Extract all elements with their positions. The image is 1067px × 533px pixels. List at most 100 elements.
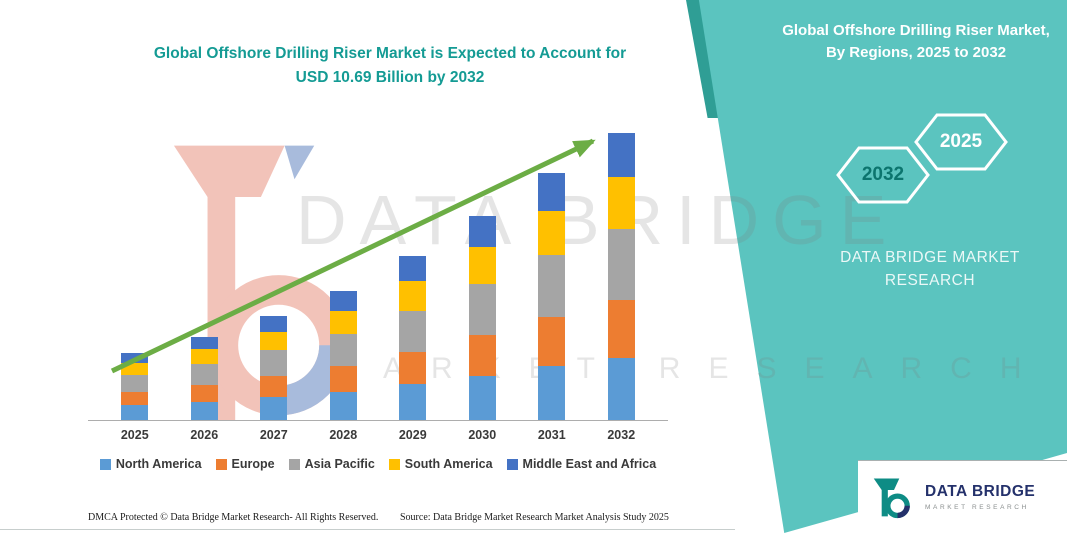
bar-stack	[399, 256, 427, 420]
bar-stack	[538, 173, 566, 420]
x-axis-label: 2031	[537, 428, 566, 442]
panel-heading: Global Offshore Drilling Riser Market, B…	[782, 22, 1050, 61]
legend-label: South America	[404, 457, 493, 471]
bar-segment-europe	[190, 385, 218, 402]
bar-segment-asia-pacific	[607, 228, 635, 301]
legend-swatch	[215, 458, 227, 470]
x-axis-label: 2032	[607, 428, 636, 442]
bar-segment-north-america	[468, 375, 496, 420]
bar-segment-europe	[607, 300, 635, 358]
watermark-text-databridge: DATA BRIDGE	[296, 181, 900, 259]
bar-column: 2030	[461, 125, 503, 442]
bar-segment-asia-pacific	[260, 350, 288, 377]
bar-segment-south-america	[607, 177, 635, 229]
bar-segment-europe	[121, 391, 149, 406]
bar-segment-asia-pacific	[329, 333, 357, 367]
legend-swatch	[506, 458, 518, 470]
legend-item: Asia Pacific	[288, 457, 375, 471]
logo-name: DATA BRIDGE	[925, 483, 1036, 500]
databridge-logo-icon	[873, 478, 910, 519]
bar-segment-north-america	[121, 405, 149, 420]
bar-segment-asia-pacific	[538, 255, 566, 318]
watermark-text-market-research: MARKET RESEARCH	[330, 352, 1050, 385]
bar-stack	[190, 336, 218, 420]
legend-swatch	[99, 458, 111, 470]
bar-segment-south-america	[260, 331, 288, 351]
trend-arrow	[110, 138, 596, 374]
bar-column: 2027	[253, 125, 295, 442]
hexagon-2025-outline	[914, 113, 1008, 171]
logo-tagline: MARKET RESEARCH	[925, 504, 1029, 511]
bar-stack	[607, 133, 635, 420]
bar-segment-middle-east-and-africa	[260, 315, 288, 332]
bar-segment-north-america	[190, 401, 218, 420]
bottom-divider	[0, 529, 735, 530]
legend-item: Europe	[215, 457, 275, 471]
chart-title-line1: Global Offshore Drilling Riser Market is…	[153, 45, 627, 62]
chart-title-line2: USD 10.69 Billion by 2032	[295, 69, 485, 87]
bar-segment-south-america	[329, 310, 357, 334]
bar-segment-asia-pacific	[399, 310, 427, 352]
legend-label: North America	[115, 457, 202, 471]
bar-segment-south-america	[121, 363, 149, 376]
footer-source: Source: Data Bridge Market Research Mark…	[400, 512, 669, 523]
bar-segment-south-america	[190, 349, 218, 365]
hexagon-2032-outline	[836, 146, 930, 204]
bar-segment-south-america	[399, 281, 427, 311]
legend-swatch	[388, 458, 400, 470]
bar-segment-europe	[538, 317, 566, 367]
bar-segment-asia-pacific	[468, 283, 496, 335]
legend-item: North America	[99, 457, 202, 471]
x-axis-label: 2028	[329, 428, 358, 442]
bar-segment-south-america	[538, 211, 566, 256]
x-axis-label: 2030	[468, 428, 497, 442]
legend-item: Middle East and Africa	[506, 457, 657, 471]
bar-stack	[468, 216, 496, 420]
bar-segment-north-america	[260, 397, 288, 420]
x-axis-label: 2025	[120, 428, 149, 442]
bar-segment-north-america	[399, 384, 427, 420]
bar-segment-middle-east-and-africa	[329, 291, 357, 311]
bar-segment-north-america	[607, 357, 635, 420]
panel-brand-line1: DATA BRIDGE MARKET	[840, 249, 1020, 266]
bar-segment-europe	[260, 376, 288, 398]
bar-segment-europe	[329, 366, 357, 392]
bar-column: 2028	[322, 125, 364, 442]
bar-segment-middle-east-and-africa	[399, 256, 427, 282]
x-axis-label: 2027	[259, 428, 288, 442]
bar-column: 2031	[531, 125, 573, 442]
hexagon-2032-label: 2032	[861, 164, 905, 185]
bar-column: 2026	[183, 125, 225, 442]
hexagon-2025-label: 2025	[939, 131, 983, 152]
bar-segment-asia-pacific	[121, 375, 149, 392]
logo-text-block: DATA BRIDGE MARKET RESEARCH	[925, 483, 1035, 511]
footer-dmca: DMCA Protected © Data Bridge Market Rese…	[88, 512, 379, 523]
panel-brand: DATA BRIDGE MARKET RESEARCH	[800, 246, 1060, 293]
legend-label: Europe	[231, 457, 275, 471]
bar-column: 2029	[392, 125, 434, 442]
bar-segment-middle-east-and-africa	[607, 133, 635, 178]
chart-title: Global Offshore Drilling Riser Market is…	[100, 42, 680, 90]
bar-segment-middle-east-and-africa	[190, 336, 218, 350]
bar-segment-asia-pacific	[190, 364, 218, 386]
bar-segment-middle-east-and-africa	[468, 216, 496, 248]
legend-label: Middle East and Africa	[522, 457, 657, 471]
bar-segment-europe	[468, 334, 496, 376]
logo-card: DATA BRIDGE MARKET RESEARCH	[858, 460, 1067, 533]
legend-label: Asia Pacific	[304, 457, 375, 471]
panel-brand-line2: RESEARCH	[884, 272, 976, 290]
bar-column: 2032	[600, 125, 642, 442]
bar-segment-europe	[399, 351, 427, 385]
chart-area: 2025 2026 2027 2028 2029 2030 2031 2032	[88, 125, 668, 442]
bar-segment-middle-east-and-africa	[538, 173, 566, 212]
bar-segment-north-america	[329, 391, 357, 420]
chart-legend: North America Europe Asia Pacific South Ame…	[88, 457, 668, 471]
bar-stack	[329, 291, 357, 420]
x-axis-label: 2026	[190, 428, 219, 442]
x-axis-label: 2029	[398, 428, 427, 442]
legend-swatch	[288, 458, 300, 470]
hexagon-2025: 2025	[914, 112, 1008, 172]
bar-segment-north-america	[538, 366, 566, 420]
bar-stack	[260, 315, 288, 420]
